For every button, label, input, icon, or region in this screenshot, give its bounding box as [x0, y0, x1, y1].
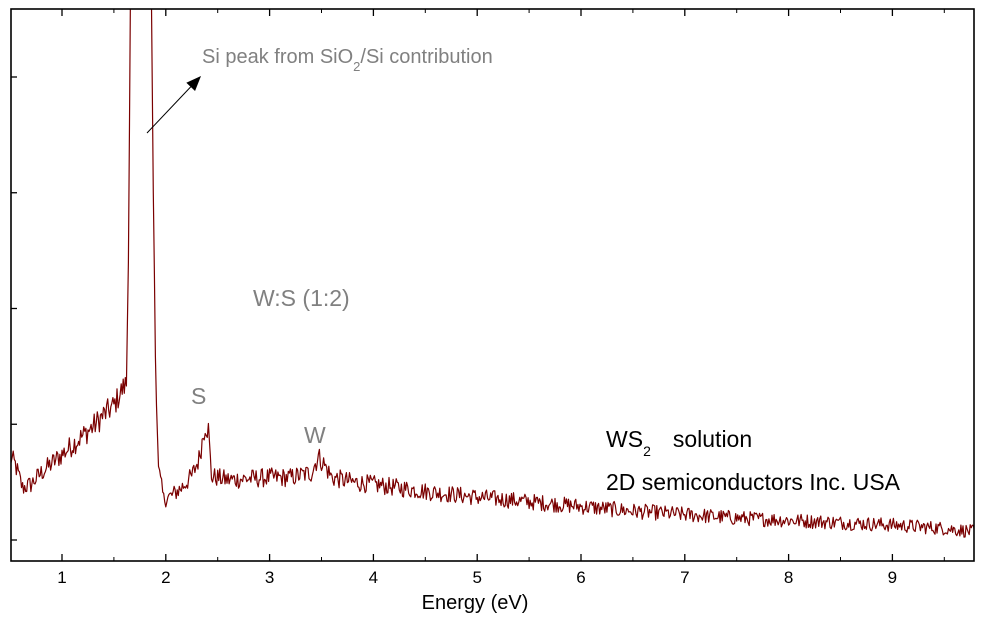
arrow-head-icon — [186, 76, 201, 92]
sample-label: WS2 solution — [606, 426, 752, 459]
x-tick-label: 2 — [161, 568, 170, 587]
spectrum-line — [11, 9, 974, 538]
x-tick-label: 7 — [680, 568, 689, 587]
si-peak-annotation: Si peak from SiO2/Si contribution — [146, 46, 493, 134]
plot-frame — [10, 8, 975, 562]
series-layer — [11, 9, 974, 538]
x-tick-label: 4 — [369, 568, 378, 587]
y-axis-ticks — [11, 76, 17, 541]
x-axis-tick-labels: 1 2 3 4 5 6 7 8 9 — [57, 568, 897, 587]
x-tick-label: 8 — [784, 568, 793, 587]
x-tick-label: 6 — [576, 568, 585, 587]
x-tick-label: 5 — [472, 568, 481, 587]
x-axis-ticks — [61, 9, 945, 561]
x-tick-label: 1 — [57, 568, 66, 587]
si-peak-label: Si peak from SiO2/Si contribution — [202, 46, 493, 74]
ratio-label: W:S (1:2) — [253, 285, 350, 311]
x-axis-title: Energy (eV) — [422, 592, 529, 614]
w-peak-label: W — [304, 422, 326, 448]
x-tick-label: 3 — [265, 568, 274, 587]
arrow-line — [146, 86, 192, 134]
vendor-label: 2D semiconductors Inc. USA — [606, 469, 901, 495]
s-peak-label: S — [191, 383, 206, 409]
x-tick-label: 9 — [888, 568, 897, 587]
